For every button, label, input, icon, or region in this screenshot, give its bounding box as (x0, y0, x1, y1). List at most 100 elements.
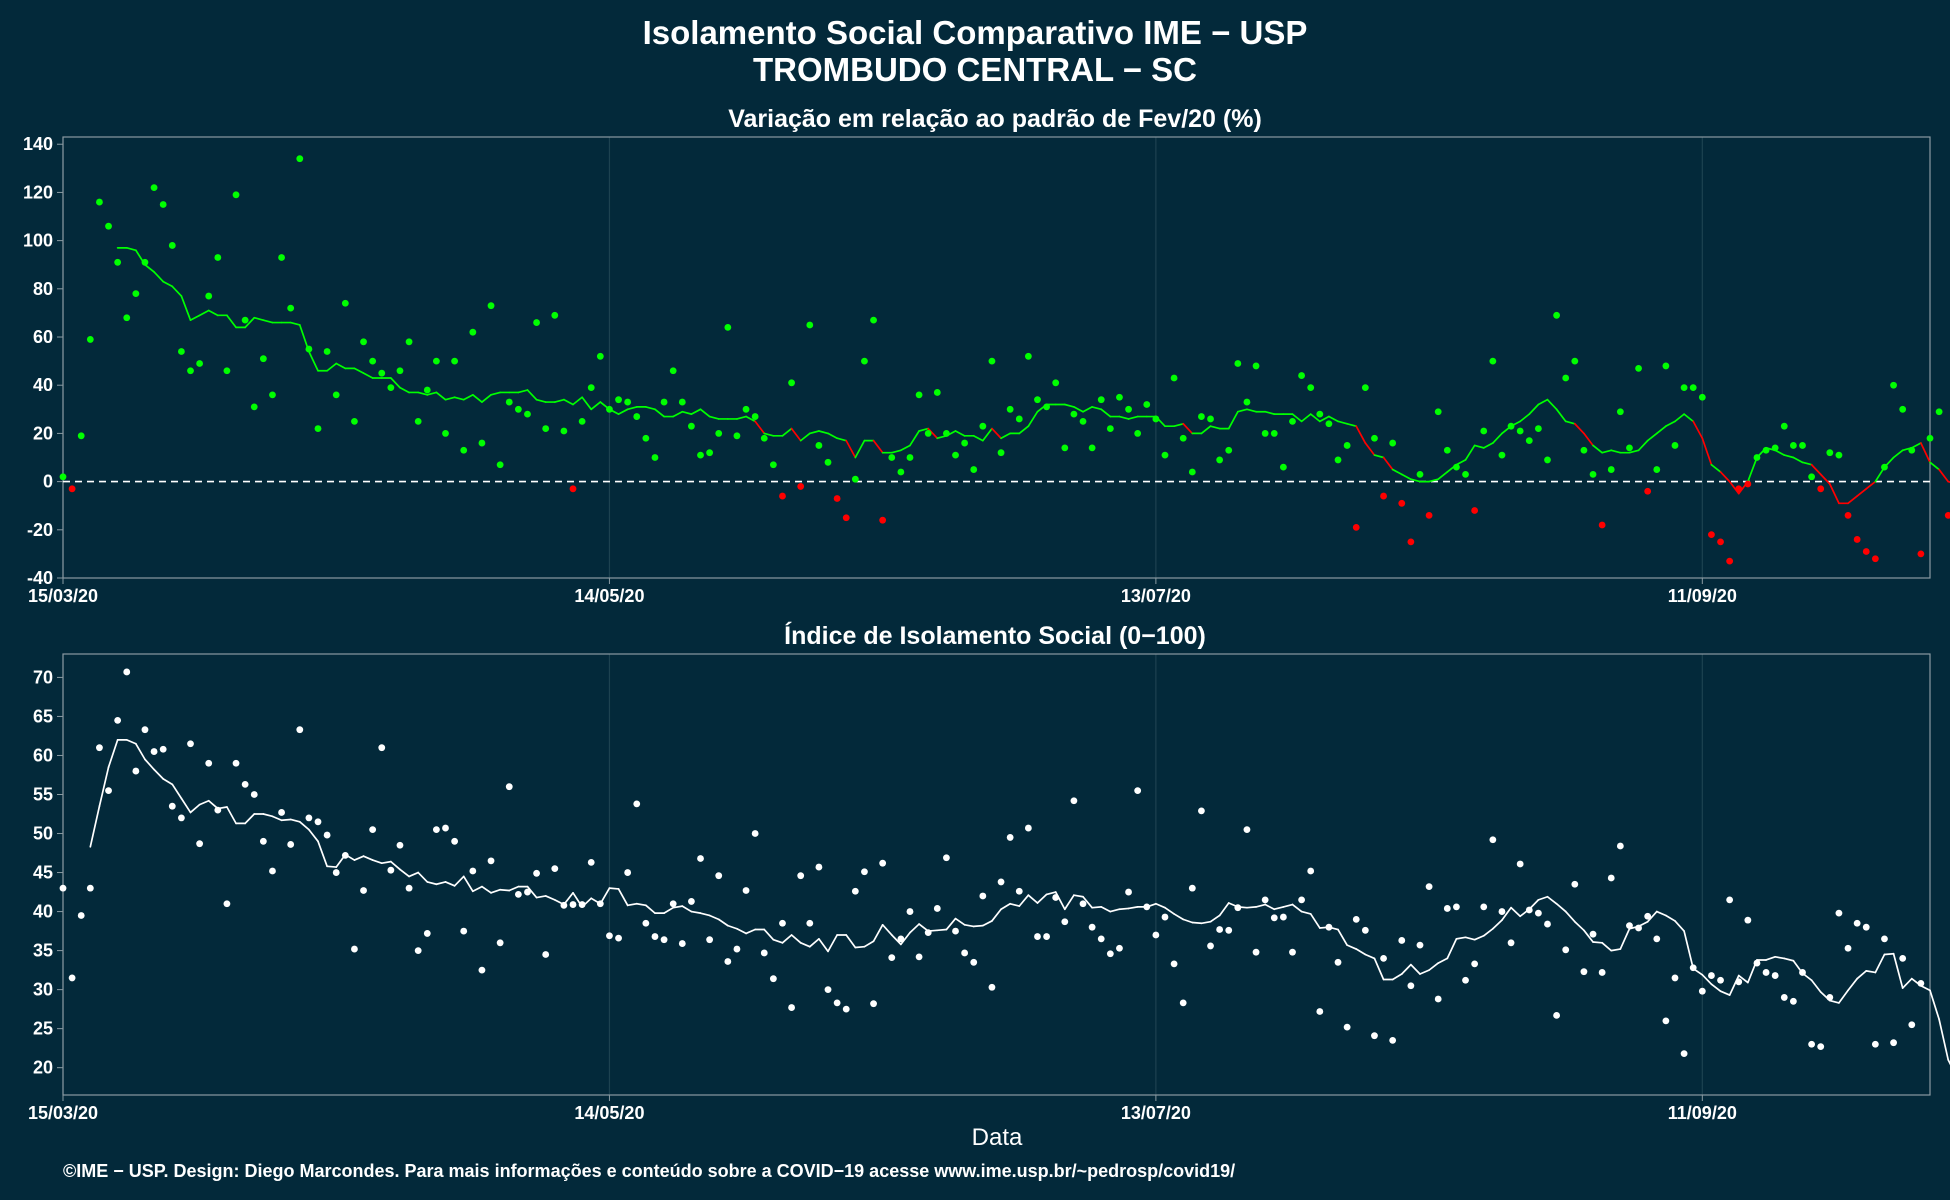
data-point (332, 391, 340, 399)
moving-average-segment (1528, 403, 1540, 415)
data-point (505, 783, 513, 791)
moving-average-segment (125, 247, 137, 252)
data-point (1398, 499, 1406, 507)
data-point (1334, 456, 1342, 464)
data-point (906, 454, 914, 461)
moving-average-segment (1036, 893, 1048, 904)
data-point (68, 974, 76, 982)
data-point (1662, 362, 1670, 370)
data-point (1289, 948, 1296, 956)
data-point (278, 809, 285, 816)
moving-average-segment (1847, 977, 1858, 992)
data-point (1389, 1036, 1397, 1044)
data-point (341, 851, 349, 859)
moving-average-segment (1073, 406, 1084, 413)
data-point (833, 999, 841, 1007)
data-point (751, 413, 759, 420)
moving-average-segment (872, 923, 884, 943)
data-point (287, 841, 295, 848)
moving-average-segment (1601, 941, 1613, 952)
data-point (1762, 446, 1770, 454)
moving-average-segment (244, 813, 256, 825)
data-point (1024, 352, 1032, 360)
moving-average-segment (1282, 903, 1294, 908)
data-point (988, 357, 996, 365)
data-point (1261, 896, 1269, 904)
data-point (378, 369, 386, 377)
data-point (970, 958, 978, 966)
moving-average-segment (1382, 456, 1394, 471)
data-point (514, 405, 522, 413)
y-tick-label: 45 (33, 863, 53, 883)
data-point (1944, 511, 1950, 519)
data-point (1607, 874, 1615, 882)
data-point (1088, 923, 1096, 931)
data-point (760, 949, 768, 957)
moving-average-segment (408, 871, 420, 878)
data-point (533, 319, 540, 326)
data-point (1598, 969, 1606, 976)
data-point (141, 258, 149, 266)
moving-average-segment (1892, 449, 1904, 459)
data-point (879, 516, 887, 524)
moving-average-segment (1155, 902, 1166, 909)
y-tick-label: -20 (27, 520, 53, 540)
moving-average-segment (1701, 437, 1713, 466)
data-point (1881, 463, 1888, 471)
data-point (1006, 834, 1014, 841)
x-tick-label: 11/09/20 (1668, 586, 1737, 606)
data-point (1097, 935, 1105, 943)
data-point (1161, 451, 1169, 459)
moving-average-segment (1655, 910, 1667, 917)
moving-average-segment (1674, 920, 1685, 932)
moving-average-segment (226, 806, 237, 825)
moving-average-segment (198, 309, 210, 317)
moving-average-segment (827, 432, 838, 440)
data-point (168, 802, 176, 810)
data-point (387, 384, 395, 392)
data-point (187, 367, 194, 375)
data-point (669, 900, 677, 908)
moving-average-segment (572, 396, 583, 406)
data-point (1279, 913, 1287, 921)
moving-average-segment (1774, 449, 1786, 456)
data-point (1808, 473, 1816, 481)
panel2-title: Índice de Isolamento Social (0−100) (784, 621, 1206, 650)
data-point (59, 884, 67, 892)
data-point (1871, 1040, 1879, 1048)
moving-average-segment (681, 905, 693, 913)
moving-average-segment (1246, 906, 1257, 909)
data-point (1635, 924, 1642, 932)
moving-average-segment (1491, 919, 1503, 930)
data-point (177, 348, 185, 355)
data-point (1808, 1040, 1816, 1048)
moving-average-segment (1920, 984, 1931, 992)
moving-average-segment (262, 319, 274, 324)
data-point (1789, 442, 1797, 449)
moving-average-segment (1209, 914, 1221, 923)
moving-average-segment (499, 888, 511, 892)
moving-average-segment (1346, 944, 1358, 950)
moving-average-segment (690, 910, 702, 914)
moving-average-segment (635, 902, 647, 907)
data-point (788, 379, 795, 387)
data-point (915, 953, 923, 961)
data-point (1598, 521, 1606, 529)
moving-average-segment (1519, 413, 1531, 423)
data-point (1070, 797, 1078, 805)
moving-average-segment (1000, 432, 1012, 440)
moving-average-segment (517, 389, 529, 394)
data-point (861, 868, 868, 876)
data-point (1899, 405, 1907, 413)
moving-average-segment (453, 875, 465, 887)
data-point (378, 744, 386, 752)
moving-average-segment (308, 350, 319, 372)
data-point (1380, 955, 1387, 962)
data-point (414, 947, 422, 955)
moving-average-segment (1018, 425, 1030, 435)
data-point (660, 398, 668, 406)
data-point (1261, 430, 1269, 437)
data-point (314, 425, 322, 432)
data-point (1125, 405, 1132, 413)
